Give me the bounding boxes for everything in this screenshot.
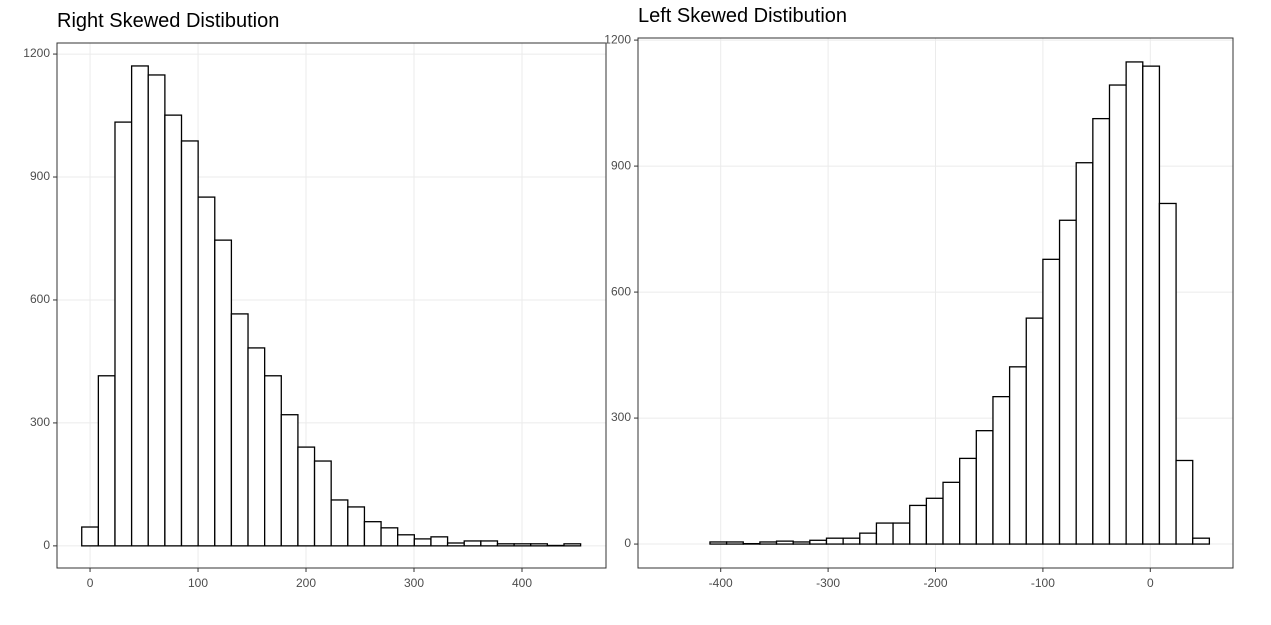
bar xyxy=(313,460,332,547)
bar xyxy=(446,542,465,547)
bar xyxy=(809,539,828,545)
bar xyxy=(530,543,549,547)
y-tick-label: 0 xyxy=(624,536,631,550)
bar xyxy=(280,414,299,547)
bar xyxy=(925,497,944,545)
panel-border xyxy=(637,37,1234,569)
bar xyxy=(114,121,133,547)
bar xyxy=(397,534,415,547)
x-tick-label: 0 xyxy=(87,576,94,590)
bar xyxy=(496,543,515,547)
bar xyxy=(1025,317,1044,545)
bar xyxy=(214,239,233,547)
bar xyxy=(725,541,744,545)
bar xyxy=(330,499,349,547)
bar xyxy=(563,543,582,547)
bar xyxy=(81,526,100,547)
x-tick-label: -200 xyxy=(923,576,947,590)
bar xyxy=(130,65,149,547)
x-tick-label: 100 xyxy=(188,576,208,590)
bar xyxy=(1058,219,1077,545)
bar xyxy=(859,532,878,545)
bar xyxy=(1042,258,1061,545)
x-tick-label: -400 xyxy=(709,576,733,590)
bar xyxy=(297,446,316,547)
panel-border xyxy=(56,42,607,569)
y-tick-label: 0 xyxy=(43,538,50,552)
x-tick-label: -300 xyxy=(816,576,840,590)
bar xyxy=(959,457,977,545)
y-tick-label: 1200 xyxy=(604,32,631,46)
bar xyxy=(1175,459,1194,545)
x-tick-label: 400 xyxy=(512,576,532,590)
bar xyxy=(842,537,861,545)
bar xyxy=(1158,202,1177,545)
y-tick-label: 900 xyxy=(611,158,631,172)
y-tick-label: 600 xyxy=(30,292,50,306)
chart-title: Right Skewed Distibution xyxy=(57,10,279,32)
bar xyxy=(1192,537,1211,545)
bar xyxy=(1008,366,1027,545)
bar xyxy=(380,527,399,547)
bar xyxy=(363,521,382,547)
bar xyxy=(1092,117,1111,545)
bar xyxy=(230,313,249,547)
bar xyxy=(1142,65,1161,545)
y-tick-label: 1200 xyxy=(23,46,50,60)
bar xyxy=(909,504,928,545)
bar xyxy=(247,347,266,547)
bar xyxy=(875,522,894,545)
x-tick-label: 300 xyxy=(404,576,424,590)
bar xyxy=(164,114,183,547)
x-tick-label: 0 xyxy=(1147,576,1154,590)
x-tick-label: 200 xyxy=(296,576,316,590)
bar xyxy=(759,541,778,545)
bar xyxy=(775,540,794,545)
bar xyxy=(992,396,1011,545)
bar xyxy=(147,74,166,547)
bar xyxy=(975,430,994,545)
bar xyxy=(480,540,499,547)
y-tick-label: 300 xyxy=(611,410,631,424)
y-tick-label: 600 xyxy=(611,284,631,298)
bar xyxy=(709,541,728,545)
bar xyxy=(463,540,482,547)
bar xyxy=(942,481,961,545)
bar xyxy=(264,375,282,547)
bar xyxy=(197,196,216,547)
bar xyxy=(430,536,449,547)
chart-title: Left Skewed Distibution xyxy=(638,5,847,27)
bar xyxy=(825,537,844,545)
bar xyxy=(97,375,116,547)
bar xyxy=(513,543,532,547)
bar xyxy=(413,538,432,547)
bar xyxy=(1075,162,1094,545)
bar xyxy=(347,506,366,547)
bar xyxy=(792,541,811,545)
x-tick-label: -100 xyxy=(1031,576,1055,590)
bar xyxy=(892,522,911,545)
bar xyxy=(1108,84,1127,545)
y-tick-label: 300 xyxy=(30,415,50,429)
bar xyxy=(180,140,199,547)
y-tick-label: 900 xyxy=(30,169,50,183)
bar xyxy=(1125,61,1144,545)
